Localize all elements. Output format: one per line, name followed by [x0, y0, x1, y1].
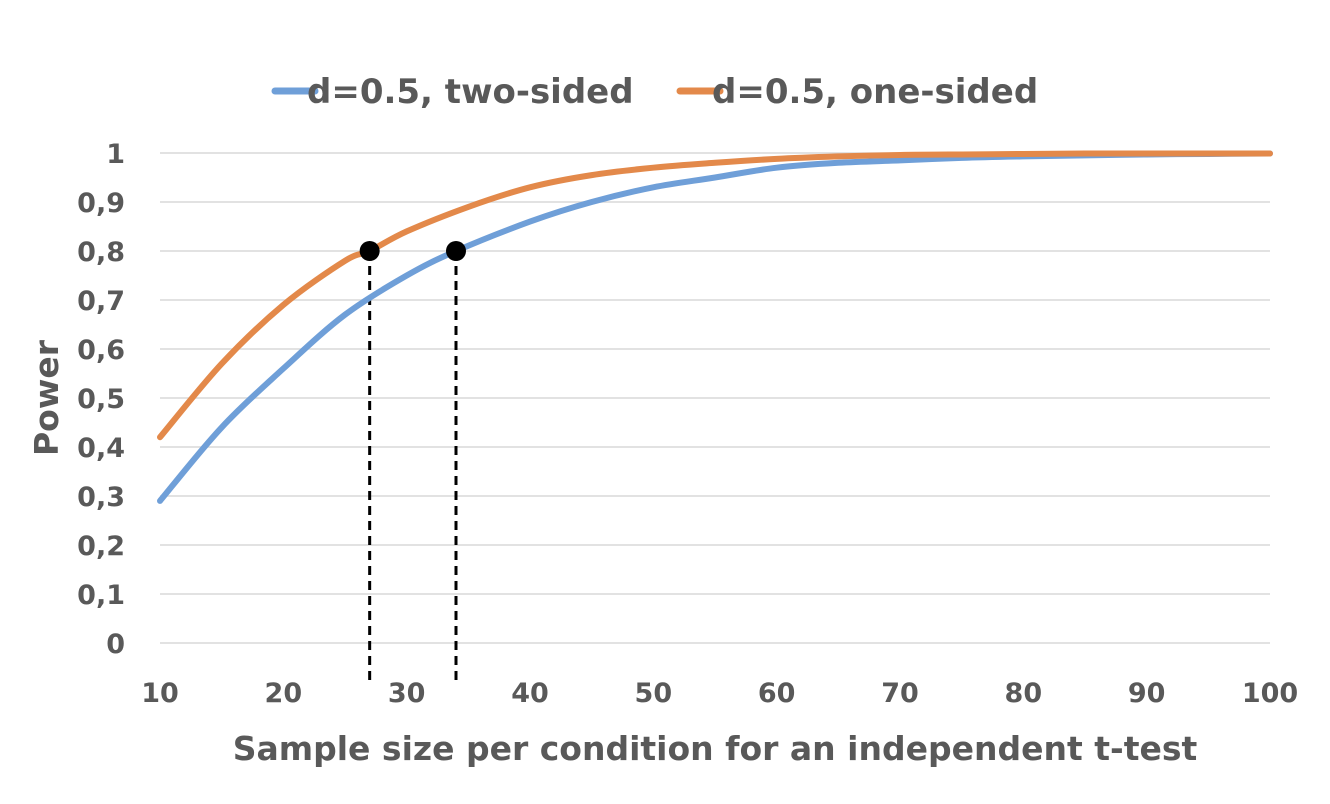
x-tick-label: 40 [511, 678, 549, 709]
x-tick-labels: 10 20 30 40 50 60 70 80 90 100 [141, 678, 1298, 709]
x-axis-title: Sample size per condition for an indepen… [233, 729, 1198, 768]
y-tick-label: 0,8 [77, 237, 125, 268]
y-axis-title: Power [27, 339, 66, 456]
gridlines [160, 152, 1270, 644]
x-tick-label: 50 [635, 678, 673, 709]
legend-label: d=0.5, two-sided [307, 72, 634, 112]
legend-label: d=0.5, one-sided [712, 72, 1038, 112]
y-tick-label: 1 [106, 139, 125, 170]
y-tick-label: 0,4 [77, 433, 125, 464]
x-tick-label: 60 [758, 678, 796, 709]
y-tick-label: 0,7 [77, 286, 125, 317]
y-tick-label: 0 [106, 629, 125, 660]
series-line-one-sided [157, 150, 1273, 441]
x-tick-label: 80 [1005, 678, 1043, 709]
y-tick-label: 0,5 [77, 384, 125, 415]
marker-point [446, 241, 466, 261]
x-tick-label: 30 [388, 678, 426, 709]
series-line-two-sided [157, 150, 1273, 504]
y-tick-label: 0,6 [77, 335, 125, 366]
x-tick-label: 10 [141, 678, 179, 709]
y-tick-label: 0,2 [77, 531, 125, 562]
y-tick-label: 0,1 [77, 580, 125, 611]
x-tick-label: 20 [265, 678, 303, 709]
x-tick-label: 90 [1128, 678, 1166, 709]
y-tick-label: 0,9 [77, 188, 125, 219]
drop-lines [368, 251, 458, 682]
marker-point [359, 241, 380, 261]
series-lines [157, 150, 1273, 504]
y-tick-labels: 0 0,1 0,2 0,3 0,4 0,5 0,6 0,7 0,8 0,9 1 [77, 139, 125, 660]
y-tick-label: 0,3 [77, 482, 125, 513]
x-tick-label: 100 [1242, 678, 1298, 709]
markers [359, 241, 466, 261]
x-tick-label: 70 [881, 678, 919, 709]
legend: d=0.5, two-sided d=0.5, one-sided [271, 72, 1038, 112]
